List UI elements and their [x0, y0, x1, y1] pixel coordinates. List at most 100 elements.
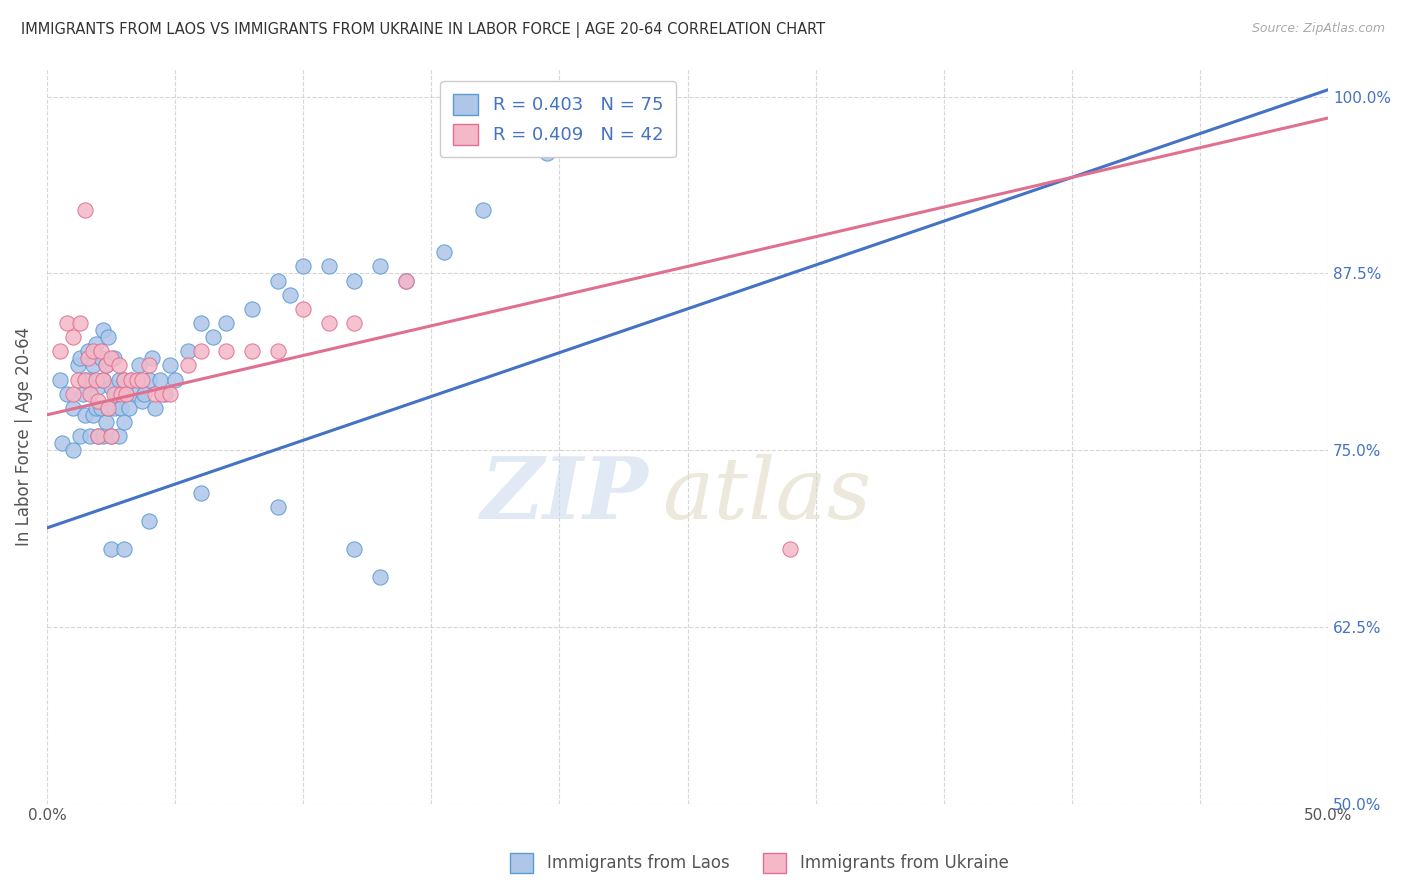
- Point: [90, 344, 112, 359]
- Point: [84, 401, 107, 415]
- Point: [471, 202, 494, 217]
- Point: [105, 386, 128, 401]
- Point: [110, 386, 132, 401]
- Point: [100, 429, 122, 443]
- Point: [163, 372, 186, 386]
- Point: [90, 401, 112, 415]
- Point: [215, 344, 238, 359]
- Point: [115, 386, 138, 401]
- Point: [177, 359, 200, 373]
- Point: [103, 386, 125, 401]
- Point: [103, 351, 125, 366]
- Point: [120, 372, 142, 386]
- Point: [318, 260, 340, 274]
- Point: [77, 344, 100, 359]
- Point: [79, 372, 101, 386]
- Point: [278, 287, 301, 301]
- Point: [131, 372, 153, 386]
- Point: [240, 344, 263, 359]
- Point: [149, 372, 172, 386]
- Point: [100, 542, 122, 557]
- Point: [202, 330, 225, 344]
- Point: [75, 202, 97, 217]
- Text: IMMIGRANTS FROM LAOS VS IMMIGRANTS FROM UKRAINE IN LABOR FORCE | AGE 20-64 CORRE: IMMIGRANTS FROM LAOS VS IMMIGRANTS FROM …: [21, 22, 825, 38]
- Point: [82, 408, 104, 422]
- Point: [107, 429, 129, 443]
- Point: [107, 372, 129, 386]
- Text: atlas: atlas: [662, 453, 870, 536]
- Point: [112, 542, 135, 557]
- Point: [395, 274, 418, 288]
- Point: [82, 359, 104, 373]
- Point: [266, 500, 288, 514]
- Point: [87, 393, 110, 408]
- Point: [343, 274, 366, 288]
- Point: [69, 316, 91, 330]
- Point: [62, 386, 84, 401]
- Point: [69, 351, 91, 366]
- Point: [134, 386, 156, 401]
- Point: [112, 372, 135, 386]
- Point: [138, 359, 160, 373]
- Point: [103, 401, 125, 415]
- Point: [66, 372, 89, 386]
- Point: [79, 386, 101, 401]
- Point: [79, 429, 101, 443]
- Point: [75, 372, 97, 386]
- Point: [84, 337, 107, 351]
- Point: [159, 359, 181, 373]
- Point: [87, 429, 110, 443]
- Y-axis label: In Labor Force | Age 20-64: In Labor Force | Age 20-64: [15, 326, 32, 546]
- Text: Source: ZipAtlas.com: Source: ZipAtlas.com: [1251, 22, 1385, 36]
- Point: [48, 372, 70, 386]
- Point: [66, 359, 89, 373]
- Point: [56, 386, 79, 401]
- Point: [87, 379, 110, 393]
- Point: [87, 429, 110, 443]
- Point: [62, 401, 84, 415]
- Point: [177, 344, 200, 359]
- Point: [82, 344, 104, 359]
- Point: [536, 146, 558, 161]
- Point: [150, 386, 173, 401]
- Legend: R = 0.403   N = 75, R = 0.409   N = 42: R = 0.403 N = 75, R = 0.409 N = 42: [440, 81, 676, 157]
- Point: [138, 514, 160, 528]
- Point: [112, 415, 135, 429]
- Point: [94, 359, 117, 373]
- Point: [190, 316, 212, 330]
- Point: [292, 260, 315, 274]
- Point: [433, 245, 456, 260]
- Point: [97, 401, 120, 415]
- Point: [91, 429, 114, 443]
- Point: [97, 401, 120, 415]
- Point: [266, 344, 288, 359]
- Point: [159, 386, 181, 401]
- Point: [143, 401, 166, 415]
- Point: [118, 401, 141, 415]
- Point: [75, 372, 97, 386]
- Point: [131, 393, 153, 408]
- Point: [343, 316, 366, 330]
- Point: [368, 260, 391, 274]
- Point: [120, 372, 142, 386]
- Point: [84, 372, 107, 386]
- Point: [62, 443, 84, 458]
- Point: [115, 386, 138, 401]
- Point: [91, 372, 114, 386]
- Point: [153, 386, 176, 401]
- Point: [48, 344, 70, 359]
- Point: [90, 351, 112, 366]
- Point: [94, 415, 117, 429]
- Point: [395, 274, 418, 288]
- Point: [91, 372, 114, 386]
- Point: [190, 344, 212, 359]
- Point: [110, 401, 132, 415]
- Point: [72, 386, 94, 401]
- Point: [51, 436, 73, 450]
- Point: [190, 485, 212, 500]
- Point: [91, 323, 114, 337]
- Point: [368, 570, 391, 584]
- Point: [69, 429, 91, 443]
- Point: [128, 359, 150, 373]
- Point: [138, 372, 160, 386]
